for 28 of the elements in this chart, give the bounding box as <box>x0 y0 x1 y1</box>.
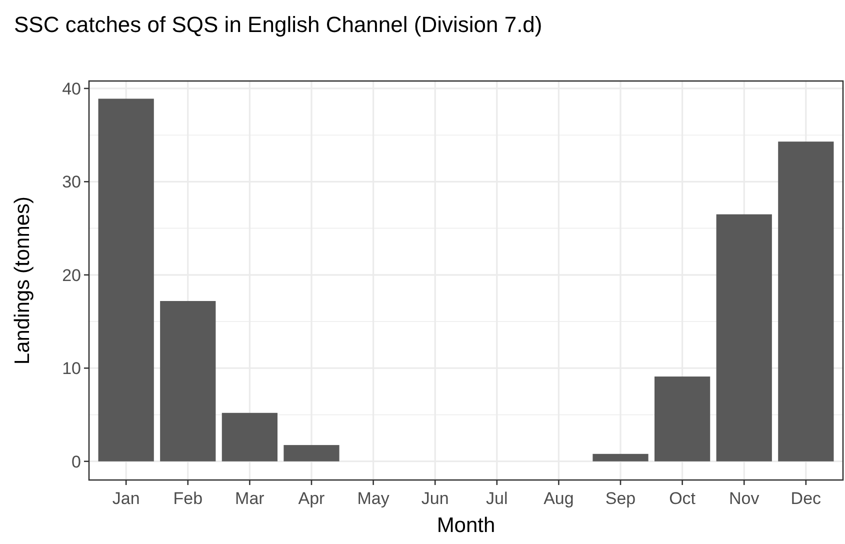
x-tick-label: Jan <box>112 489 140 508</box>
x-tick-label: Jul <box>486 489 508 508</box>
y-tick-label: 10 <box>62 359 81 378</box>
bar <box>716 214 772 462</box>
x-tick-label: Oct <box>669 489 696 508</box>
x-tick-label: Dec <box>790 489 822 508</box>
x-tick-label: Aug <box>544 489 574 508</box>
y-tick-label: 0 <box>72 452 81 472</box>
bar <box>98 98 154 462</box>
x-tick-label: May <box>357 489 390 508</box>
x-tick-label: Sep <box>605 489 636 508</box>
y-axis-title: Landings (tonnes) <box>11 196 34 365</box>
x-tick-label: Nov <box>729 489 760 508</box>
x-tick-label: Feb <box>173 489 203 508</box>
bar <box>222 412 278 462</box>
x-tick-label: Apr <box>298 489 326 508</box>
bar <box>284 445 340 462</box>
bar <box>592 454 648 462</box>
bar <box>778 142 834 462</box>
bar <box>654 376 710 462</box>
x-axis-title: Month <box>436 514 496 537</box>
y-tick-label: 40 <box>62 79 81 98</box>
y-tick-label: 30 <box>62 172 81 192</box>
y-tick-label: 20 <box>62 266 81 285</box>
chart-title: SSC catches of SQS in English Channel (Division 7.d) <box>14 12 542 37</box>
bar <box>160 301 216 462</box>
x-tick-label: Mar <box>235 489 265 508</box>
x-tick-label: Jun <box>421 489 449 508</box>
